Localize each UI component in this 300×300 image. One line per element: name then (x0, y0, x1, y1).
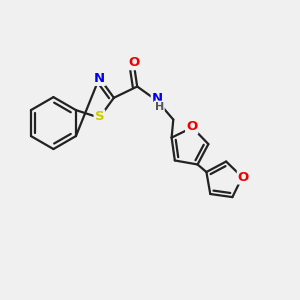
Text: H: H (154, 102, 164, 112)
Text: S: S (94, 110, 104, 123)
Text: O: O (128, 56, 139, 69)
Text: O: O (186, 120, 197, 134)
Text: O: O (238, 170, 249, 184)
Text: N: N (94, 72, 105, 85)
Text: N: N (152, 92, 163, 106)
